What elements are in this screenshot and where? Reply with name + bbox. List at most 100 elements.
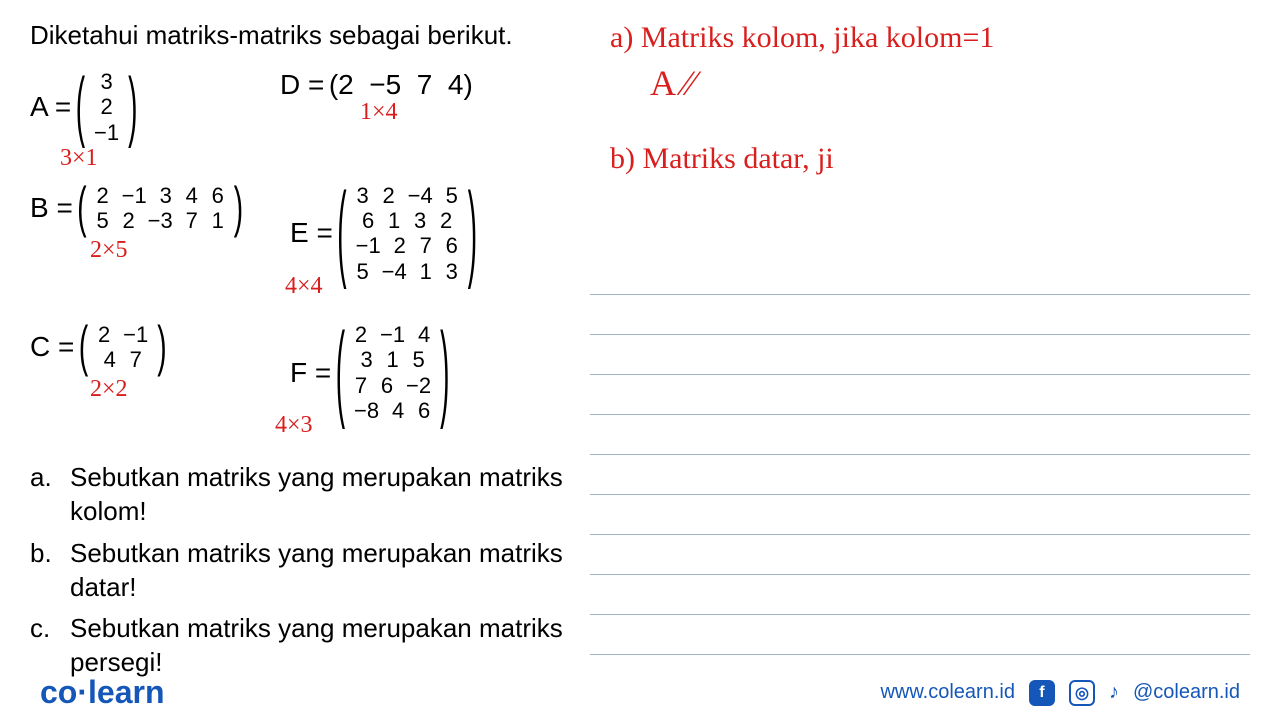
cell: 7 (123, 347, 149, 372)
tiktok-icon[interactable]: ♪ (1109, 681, 1119, 704)
matrix-E-content: 32−45 6132 −1276 5−413 (347, 183, 468, 284)
rule-line (590, 415, 1250, 455)
question-text: Sebutkan matriks yang merupakan matriks … (70, 461, 590, 529)
cell: 3 (94, 69, 120, 94)
question-text: Sebutkan matriks yang merupakan matriks … (70, 537, 590, 605)
cell: 6 (205, 183, 231, 208)
cell: −1 (350, 233, 387, 258)
paren-right: ) (234, 176, 243, 240)
cell: 7 (417, 69, 433, 100)
paren-right: ) (440, 312, 449, 434)
cell: 5 (406, 347, 432, 372)
instagram-icon[interactable]: ◎ (1069, 680, 1095, 706)
handwritten-line-1: a) Matriks kolom, jika kolom=1 (610, 20, 1250, 56)
cell: 1 (205, 208, 231, 233)
matrix-A-paren: ( 3 2 −1 ) (76, 69, 138, 145)
matrix-F-note: 4×3 (275, 412, 313, 439)
cell: 3 (439, 259, 465, 284)
question-letter: a. (30, 461, 70, 529)
cell: 3 (350, 183, 376, 208)
question-b: b. Sebutkan matriks yang merupakan matri… (30, 537, 590, 605)
rule-line (590, 495, 1250, 535)
rule-line (590, 575, 1250, 615)
matrix-D-content: (2 −5 7 4) (329, 69, 473, 101)
facebook-icon[interactable]: f (1029, 680, 1055, 706)
questions-list: a. Sebutkan matriks yang merupakan matri… (30, 461, 590, 680)
handwritten-line-3: b) Matriks datar, ji (610, 141, 1250, 177)
cell: 7 (179, 208, 205, 233)
paren-left: ( (79, 315, 88, 379)
matrix-D-block: D = (2 −5 7 4) 1×4 (280, 69, 473, 101)
cell: −1 (116, 183, 153, 208)
matrix-row-1: A = ( 3 2 −1 ) 3×1 D = (2 −5 7 4) (30, 69, 590, 145)
matrix-row-3: C = ( 2−1 47 ) 2×2 F = ( 2−14 3 (30, 322, 590, 423)
cell: −4 (376, 259, 413, 284)
cell: 1 (413, 259, 439, 284)
matrix-A-block: A = ( 3 2 −1 ) 3×1 (30, 69, 280, 145)
matrix-E-label: E = (290, 217, 333, 249)
matrix-D-label: D = (280, 69, 324, 101)
matrix-F-content: 2−14 315 76−2 −846 (345, 322, 440, 423)
matrix-A-note: 3×1 (60, 145, 98, 172)
paren-right: ) (128, 62, 137, 152)
social-handle[interactable]: @colearn.id (1133, 681, 1240, 704)
matrix-F-block: F = ( 2−14 315 76−2 −846 ) 4×3 (290, 322, 449, 423)
rule-line (590, 255, 1250, 295)
brand-logo: co·learn (40, 674, 164, 711)
matrix-A-label: A = (30, 91, 71, 123)
cell: 2 (116, 208, 142, 233)
cell: 2 (376, 183, 402, 208)
matrix-D-note: 1×4 (360, 99, 398, 126)
rule-line (590, 535, 1250, 575)
cell: 5 (350, 259, 376, 284)
matrix-F-label: F = (290, 357, 331, 389)
cell: −3 (142, 208, 179, 233)
cell: 3 (153, 183, 179, 208)
rule-line (590, 615, 1250, 655)
matrix-C-label: C = (30, 331, 74, 363)
cell: 4 (179, 183, 205, 208)
cell: 2 (338, 69, 354, 100)
cell: −1 (117, 322, 154, 347)
website-url[interactable]: www.colearn.id (880, 681, 1015, 704)
cell: 6 (374, 373, 400, 398)
cell: 1 (381, 208, 407, 233)
question-a: a. Sebutkan matriks yang merupakan matri… (30, 461, 590, 529)
cell: 2 (91, 322, 117, 347)
cell: −4 (402, 183, 439, 208)
cell: 2 (90, 183, 116, 208)
matrix-E-block: E = ( 32−45 6132 −1276 5−413 ) 4×4 (290, 183, 477, 284)
handwritten-answers: a) Matriks kolom, jika kolom=1 A ⁄⁄ b) M… (610, 20, 1250, 177)
paren-left: ( (77, 176, 86, 240)
matrix-C-paren: ( 2−1 47 ) (79, 322, 167, 373)
cell: 5 (90, 208, 116, 233)
footer-right: www.colearn.id f ◎ ♪ @colearn.id (880, 680, 1240, 706)
cell: 6 (411, 398, 437, 423)
cell: 6 (355, 208, 381, 233)
cell: −1 (374, 322, 411, 347)
paren-right: ) (468, 173, 477, 295)
matrix-E-paren: ( 32−45 6132 −1276 5−413 ) (337, 183, 477, 284)
cell: 4 (411, 322, 437, 347)
cell: 4 (97, 347, 123, 372)
problem-title: Diketahui matriks-matriks sebagai beriku… (30, 20, 590, 51)
cell: 2 (387, 233, 413, 258)
paren-right: ) (157, 315, 166, 379)
matrix-B-label: B = (30, 192, 73, 224)
paren-left: ( (76, 62, 85, 152)
handwritten-line-2: A ⁄⁄ (610, 62, 1250, 105)
matrix-E-note: 4×4 (285, 273, 323, 300)
cell: 4 (448, 69, 464, 100)
cell: 5 (439, 183, 465, 208)
paren-left: ( (337, 173, 346, 295)
cell: −5 (369, 69, 401, 100)
cell: 3 (354, 347, 380, 372)
footer: co·learn www.colearn.id f ◎ ♪ @colearn.i… (0, 665, 1280, 720)
matrix-C-content: 2−1 47 (88, 322, 157, 373)
matrix-row-2: B = ( 2−1346 52−371 ) 2×5 E = ( 32−45 (30, 183, 590, 284)
brand-co: co (40, 674, 77, 710)
matrix-B-block: B = ( 2−1346 52−371 ) 2×5 (30, 183, 290, 234)
matrix-B-note: 2×5 (90, 237, 128, 264)
matrix-B-content: 2−1346 52−371 (87, 183, 234, 234)
cell: 1 (380, 347, 406, 372)
